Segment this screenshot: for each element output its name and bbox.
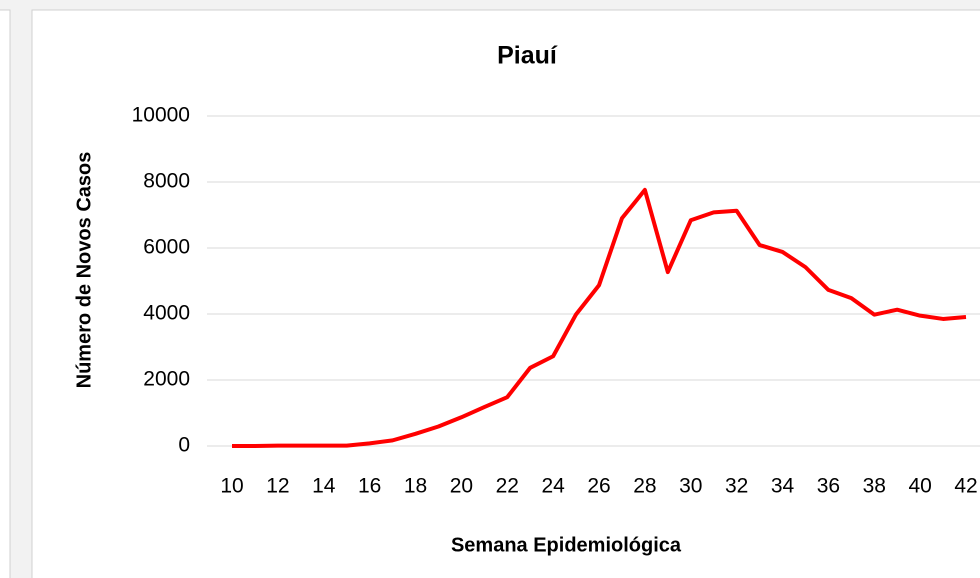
x-tick-label: 28 (633, 475, 656, 498)
chart-title: Piauí (497, 42, 558, 70)
x-tick-label: 22 (496, 475, 519, 498)
chart-frame (31, 9, 980, 578)
y-tick-label: 8000 (143, 170, 190, 193)
x-tick-label: 34 (771, 475, 795, 498)
x-tick-label: 14 (312, 475, 336, 498)
x-tick-label: 26 (587, 475, 610, 498)
x-tick-label: 10 (220, 475, 243, 498)
y-tick-label: 2000 (143, 368, 190, 391)
y-tick-label: 6000 (143, 236, 190, 259)
x-tick-label: 16 (358, 475, 381, 498)
x-tick-label: 24 (541, 475, 565, 498)
x-tick-label: 18 (404, 475, 427, 498)
x-tick-label: 30 (679, 475, 702, 498)
side-panel (0, 9, 11, 578)
data-line (232, 187, 967, 448)
x-tick-label: 32 (725, 475, 748, 498)
x-tick-label: 38 (863, 475, 886, 498)
x-tick-label: 40 (908, 475, 931, 498)
x-axis-title: Semana Epidemiológica (451, 534, 682, 556)
y-tick-label: 4000 (143, 302, 190, 325)
y-tick-label: 10000 (132, 104, 190, 127)
x-tick-label: 42 (954, 475, 977, 498)
x-tick-label: 12 (266, 475, 289, 498)
x-tick-label: 20 (450, 475, 473, 498)
x-tick-label: 36 (817, 475, 840, 498)
y-axis-title: Número de Novos Casos (73, 152, 95, 389)
y-tick-label: 0 (178, 434, 190, 457)
